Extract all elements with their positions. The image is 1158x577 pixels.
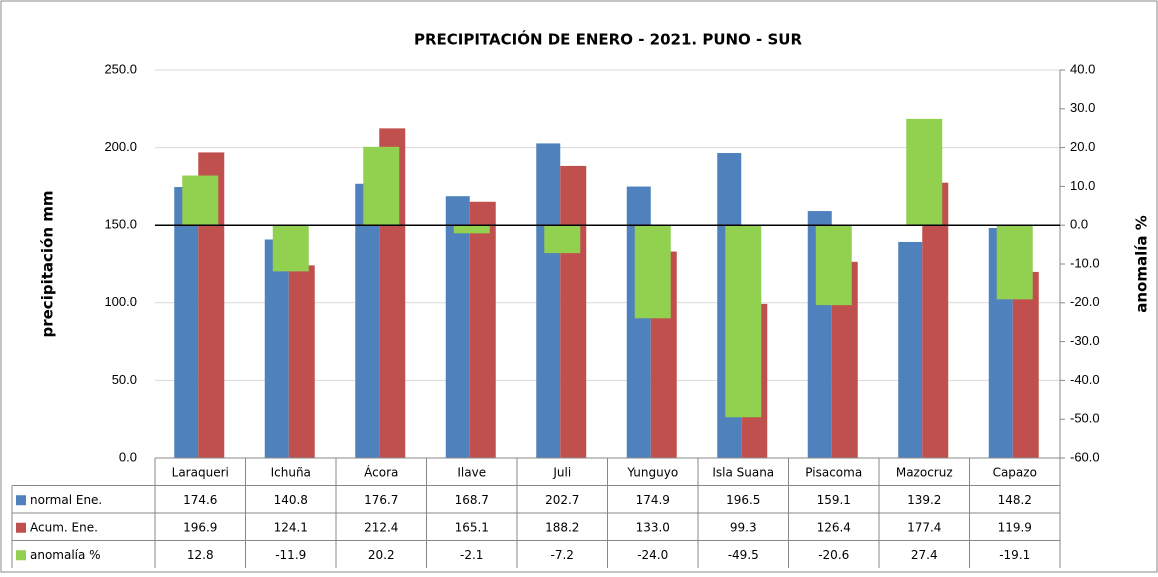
legend-swatch bbox=[16, 522, 26, 533]
x-tick-label: Pisacoma bbox=[805, 465, 862, 479]
bar bbox=[182, 175, 219, 226]
y-tick-label: 150.0 bbox=[104, 217, 137, 232]
y2-axis-title: anomalía % bbox=[1133, 215, 1151, 313]
table-value: -7.2 bbox=[551, 548, 574, 562]
y-tick-label: 0.0 bbox=[119, 449, 137, 464]
table-value: 126.4 bbox=[817, 520, 851, 534]
y2-tick-label: 10.0 bbox=[1070, 178, 1095, 193]
x-tick-label: Yunguyo bbox=[626, 465, 678, 479]
bar bbox=[288, 265, 315, 458]
legend-swatch bbox=[16, 495, 26, 506]
y2-tick-label: 40.0 bbox=[1070, 61, 1095, 76]
bar bbox=[815, 225, 852, 306]
y2-tick-label: -30.0 bbox=[1070, 333, 1100, 348]
table-value: 165.1 bbox=[455, 520, 489, 534]
y-tick-label: 250.0 bbox=[104, 61, 137, 76]
x-tick-label: Mazocruz bbox=[896, 465, 953, 479]
bar bbox=[355, 183, 380, 458]
x-tick-label: Ichuña bbox=[271, 465, 311, 479]
table-value: 196.9 bbox=[183, 520, 217, 534]
table-value: 12.8 bbox=[187, 548, 214, 562]
y2-tick-label: 20.0 bbox=[1070, 139, 1095, 154]
bar bbox=[725, 225, 762, 418]
legend-label: Acum. Ene. bbox=[30, 520, 98, 534]
bar bbox=[634, 225, 671, 319]
y2-tick-label: -60.0 bbox=[1070, 449, 1100, 464]
table-value: -24.0 bbox=[637, 548, 668, 562]
table-value: 176.7 bbox=[364, 493, 398, 507]
table-value: 139.2 bbox=[907, 493, 941, 507]
table-value: 133.0 bbox=[636, 520, 670, 534]
table-value: 20.2 bbox=[368, 548, 395, 562]
x-tick-label: Ácora bbox=[364, 464, 398, 479]
x-tick-label: Ilave bbox=[457, 465, 486, 479]
y-tick-label: 100.0 bbox=[104, 294, 137, 309]
table-value: 124.1 bbox=[274, 520, 308, 534]
y2-tick-label: -50.0 bbox=[1070, 411, 1100, 426]
table-value: 174.6 bbox=[183, 493, 217, 507]
table-value: -2.1 bbox=[460, 548, 483, 562]
legend-label: normal Ene. bbox=[30, 493, 102, 507]
bar bbox=[453, 225, 490, 234]
table-value: 177.4 bbox=[907, 520, 941, 534]
table-value: 99.3 bbox=[730, 520, 757, 534]
table-value: -20.6 bbox=[818, 548, 849, 562]
table-value: 188.2 bbox=[545, 520, 579, 534]
x-tick-label: Laraqueri bbox=[172, 465, 229, 479]
table-value: 196.5 bbox=[726, 493, 760, 507]
legend-label: anomalía % bbox=[30, 548, 101, 562]
table-value: 27.4 bbox=[911, 548, 938, 562]
bar bbox=[469, 201, 496, 458]
bar bbox=[996, 225, 1033, 300]
table-value: -19.1 bbox=[999, 548, 1030, 562]
table-value: 174.9 bbox=[636, 493, 670, 507]
table-value: 140.8 bbox=[274, 493, 308, 507]
y-tick-label: 50.0 bbox=[112, 372, 137, 387]
table-value: 148.2 bbox=[998, 493, 1032, 507]
table-value: 212.4 bbox=[364, 520, 398, 534]
bar bbox=[272, 225, 309, 272]
table-value: 202.7 bbox=[545, 493, 579, 507]
y2-tick-label: -40.0 bbox=[1070, 372, 1100, 387]
x-tick-label: Juli bbox=[552, 465, 571, 479]
bar bbox=[363, 146, 400, 226]
y2-tick-label: 0.0 bbox=[1070, 217, 1088, 232]
bar bbox=[445, 196, 470, 458]
bar bbox=[560, 165, 587, 458]
table-value: -49.5 bbox=[728, 548, 759, 562]
table-value: -11.9 bbox=[275, 548, 306, 562]
bar bbox=[536, 143, 561, 458]
bar bbox=[922, 182, 949, 458]
bar bbox=[544, 225, 581, 254]
y-tick-label: 200.0 bbox=[104, 139, 137, 154]
chart-title: PRECIPITACIÓN DE ENERO - 2021. PUNO - SU… bbox=[414, 30, 802, 49]
y2-tick-label: 30.0 bbox=[1070, 100, 1095, 115]
bar bbox=[898, 241, 923, 458]
bar bbox=[264, 239, 289, 458]
bar bbox=[174, 187, 199, 458]
bar bbox=[1012, 271, 1039, 458]
y2-tick-label: -20.0 bbox=[1070, 294, 1100, 309]
table-value: 119.9 bbox=[998, 520, 1032, 534]
y-axis-title: precipitación mm bbox=[39, 190, 57, 337]
y2-tick-label: -10.0 bbox=[1070, 255, 1100, 270]
x-tick-label: Isla Suana bbox=[712, 465, 774, 479]
legend-swatch bbox=[16, 550, 26, 561]
bar bbox=[906, 118, 943, 226]
table-value: 159.1 bbox=[817, 493, 851, 507]
x-tick-label: Capazo bbox=[993, 465, 1037, 479]
table-value: 168.7 bbox=[455, 493, 489, 507]
